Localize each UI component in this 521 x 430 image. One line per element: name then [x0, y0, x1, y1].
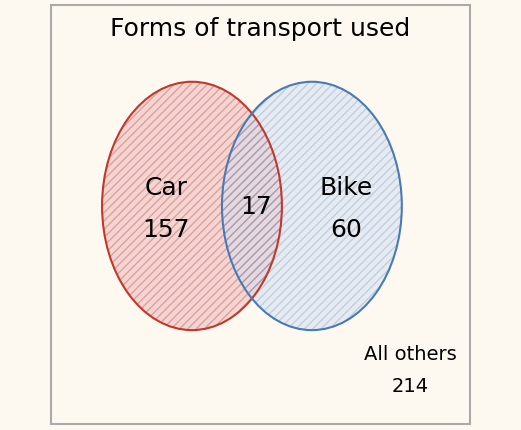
Text: 60: 60	[330, 218, 362, 242]
Text: 17: 17	[240, 194, 272, 218]
Text: 157: 157	[143, 218, 190, 242]
Ellipse shape	[222, 83, 402, 330]
Text: Forms of transport used: Forms of transport used	[110, 17, 411, 41]
Ellipse shape	[102, 83, 282, 330]
Text: All others: All others	[364, 344, 457, 363]
Text: Bike: Bike	[319, 175, 373, 199]
Text: Car: Car	[145, 175, 188, 199]
Text: 214: 214	[392, 376, 429, 395]
